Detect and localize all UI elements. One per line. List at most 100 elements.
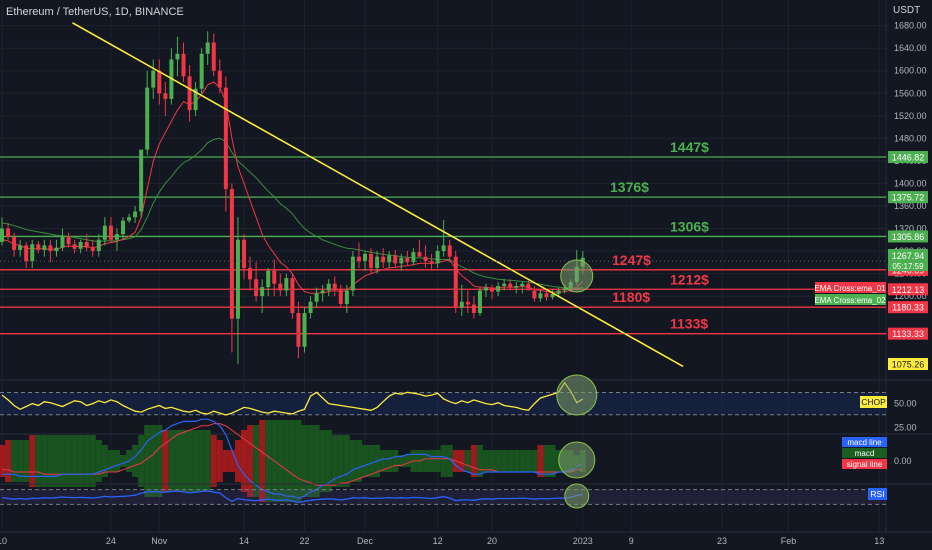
candle-body[interactable] xyxy=(72,244,77,249)
candle-body[interactable] xyxy=(108,225,113,240)
candle-body[interactable] xyxy=(369,253,374,268)
candle-body[interactable] xyxy=(163,93,168,99)
candle-body[interactable] xyxy=(66,236,71,245)
candle-body[interactable] xyxy=(36,244,41,250)
candle-body[interactable] xyxy=(532,290,537,299)
candle-body[interactable] xyxy=(326,283,331,291)
candle-body[interactable] xyxy=(508,283,513,288)
candle-body[interactable] xyxy=(544,293,549,298)
candle-body[interactable] xyxy=(290,278,295,314)
macd-hist-bar xyxy=(404,455,411,467)
candle-body[interactable] xyxy=(139,149,144,212)
candle-body[interactable] xyxy=(30,244,35,262)
candle-body[interactable] xyxy=(248,267,253,280)
candle-body[interactable] xyxy=(272,270,277,284)
candle-body[interactable] xyxy=(24,245,29,262)
candle-body[interactable] xyxy=(423,256,428,262)
candle-body[interactable] xyxy=(502,283,507,286)
candle-body[interactable] xyxy=(387,255,392,263)
candle-body[interactable] xyxy=(453,256,458,308)
candle-body[interactable] xyxy=(356,256,361,262)
candle-body[interactable] xyxy=(121,220,125,235)
candle-body[interactable] xyxy=(441,245,446,252)
candle-body[interactable] xyxy=(145,87,150,150)
candle-body[interactable] xyxy=(284,278,289,291)
candle-body[interactable] xyxy=(405,257,410,263)
candle-body[interactable] xyxy=(459,301,464,308)
candle-body[interactable] xyxy=(332,283,337,290)
candle-body[interactable] xyxy=(484,287,488,291)
candle-body[interactable] xyxy=(399,257,404,264)
candle-body[interactable] xyxy=(296,313,301,347)
candle-body[interactable] xyxy=(0,228,4,243)
candle-body[interactable] xyxy=(471,304,476,314)
candle-body[interactable] xyxy=(514,285,519,288)
candle-body[interactable] xyxy=(157,70,162,94)
candle-body[interactable] xyxy=(308,301,313,314)
candle-body[interactable] xyxy=(344,290,349,304)
candle-body[interactable] xyxy=(393,255,398,264)
candle-body[interactable] xyxy=(242,239,246,268)
candle-body[interactable] xyxy=(556,290,561,294)
candle-body[interactable] xyxy=(350,256,355,291)
candle-body[interactable] xyxy=(411,252,416,263)
candle-body[interactable] xyxy=(187,76,192,111)
macd-hist-bar xyxy=(325,430,332,492)
candle-body[interactable] xyxy=(54,247,59,252)
candle-body[interactable] xyxy=(465,301,470,305)
candle-body[interactable] xyxy=(133,211,138,218)
candle-body[interactable] xyxy=(193,88,198,111)
macd-tick-label: 0.00 xyxy=(894,456,912,466)
candle-body[interactable] xyxy=(102,225,107,240)
candle-body[interactable] xyxy=(205,42,210,54)
trendline[interactable] xyxy=(72,22,684,368)
candle-body[interactable] xyxy=(18,245,23,250)
candle-body[interactable] xyxy=(266,270,271,288)
candle-body[interactable] xyxy=(199,53,204,89)
candle-body[interactable] xyxy=(235,239,240,319)
candle-body[interactable] xyxy=(314,293,319,302)
candle-body[interactable] xyxy=(302,313,307,347)
candle-body[interactable] xyxy=(96,239,101,252)
candle-body[interactable] xyxy=(526,283,531,291)
candle-body[interactable] xyxy=(550,293,555,298)
candle-body[interactable] xyxy=(435,251,440,264)
candle-body[interactable] xyxy=(60,236,65,248)
candle-body[interactable] xyxy=(175,53,180,60)
candle-body[interactable] xyxy=(229,189,234,319)
candle-body[interactable] xyxy=(181,53,186,77)
candle-body[interactable] xyxy=(42,245,47,250)
candle-body[interactable] xyxy=(12,236,17,250)
candle-body[interactable] xyxy=(320,290,325,294)
candle-body[interactable] xyxy=(538,293,543,299)
macd-hist-bar xyxy=(380,450,387,472)
candle-body[interactable] xyxy=(90,247,95,252)
candle-body[interactable] xyxy=(217,70,222,88)
candle-body[interactable] xyxy=(151,70,156,88)
candle-body[interactable] xyxy=(447,245,452,257)
candle-body[interactable] xyxy=(477,290,482,314)
candle-body[interactable] xyxy=(417,252,422,257)
candle-body[interactable] xyxy=(127,217,132,221)
candle-body[interactable] xyxy=(84,242,89,248)
title-separator-1: , xyxy=(108,6,115,18)
candle-body[interactable] xyxy=(223,87,228,190)
candle-body[interactable] xyxy=(520,283,525,286)
candle-body[interactable] xyxy=(114,234,119,240)
candle-body[interactable] xyxy=(211,42,216,71)
candle-body[interactable] xyxy=(260,287,265,297)
candle-body[interactable] xyxy=(6,228,11,237)
candle-body[interactable] xyxy=(278,283,283,291)
candle-body[interactable] xyxy=(496,285,501,292)
candle-body[interactable] xyxy=(429,261,434,264)
candle-body[interactable] xyxy=(381,256,386,263)
candle-body[interactable] xyxy=(363,253,367,262)
candle-body[interactable] xyxy=(78,242,83,249)
candle-body[interactable] xyxy=(490,287,495,292)
candle-body[interactable] xyxy=(48,245,53,252)
candle-body[interactable] xyxy=(375,256,380,268)
candle-body[interactable] xyxy=(338,289,343,304)
candle-body[interactable] xyxy=(562,288,567,291)
candle-body[interactable] xyxy=(254,279,259,297)
